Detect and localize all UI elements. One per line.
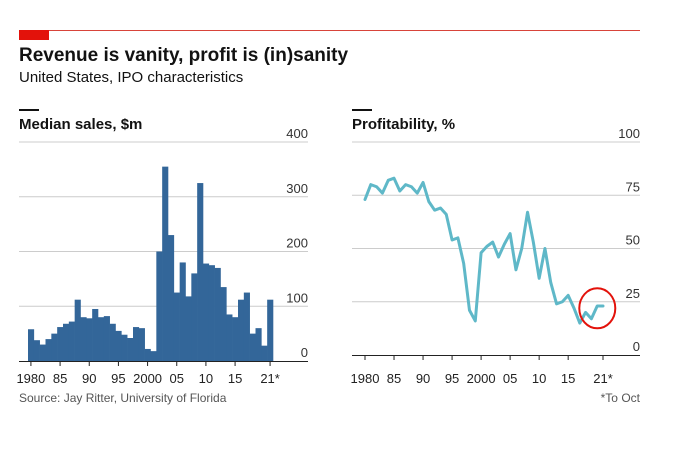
bar xyxy=(185,296,192,361)
y-tick-label: 25 xyxy=(626,286,640,301)
x-tick-label: 1980 xyxy=(351,371,380,386)
bar xyxy=(197,183,204,361)
y-tick-label: 50 xyxy=(626,233,640,248)
bar xyxy=(133,327,140,361)
y-tick-label: 75 xyxy=(626,179,640,194)
bar xyxy=(51,333,58,362)
bar xyxy=(156,251,163,361)
bar xyxy=(255,328,262,361)
panel-title-profitability: Profitability, % xyxy=(352,116,456,133)
x-tick-label: 05 xyxy=(503,371,517,386)
bar xyxy=(243,292,250,361)
bar xyxy=(92,308,99,361)
profitability-line xyxy=(363,176,605,325)
x-tick-label: 10 xyxy=(532,371,546,386)
bar xyxy=(232,317,239,361)
x-tick-label: 2000 xyxy=(467,371,496,386)
bar xyxy=(98,317,105,361)
x-tick-label: 15 xyxy=(561,371,575,386)
y-tick-label: 100 xyxy=(618,126,640,141)
bar xyxy=(203,263,210,361)
bar xyxy=(115,330,122,361)
bar xyxy=(168,235,175,361)
bar xyxy=(138,328,145,361)
bar xyxy=(191,273,198,361)
bar xyxy=(249,333,256,362)
top-rule xyxy=(19,30,640,31)
bar xyxy=(74,299,81,361)
y-tick-label: 0 xyxy=(633,339,640,354)
bar xyxy=(267,299,274,361)
bar xyxy=(103,316,110,361)
bar xyxy=(28,329,35,361)
x-tick-label: 95 xyxy=(111,371,125,386)
bar xyxy=(220,287,227,361)
bar xyxy=(39,344,46,361)
bar xyxy=(144,348,151,361)
bar xyxy=(109,323,116,361)
chart-title: Revenue is vanity, profit is (in)sanity xyxy=(19,45,349,66)
y-tick-label: 400 xyxy=(286,126,308,141)
bar xyxy=(179,262,186,361)
footnote: *To Oct xyxy=(600,391,640,405)
y-tick-label: 200 xyxy=(286,236,308,251)
bar xyxy=(57,327,64,361)
bar xyxy=(63,323,70,361)
x-tick-label: 90 xyxy=(416,371,430,386)
x-tick-label: 21* xyxy=(593,371,613,386)
panel-dash-right xyxy=(352,109,372,111)
y-tick-label: 100 xyxy=(286,290,308,305)
y-tick-label: 0 xyxy=(301,345,308,360)
bar xyxy=(121,334,128,361)
y-tick-label: 300 xyxy=(286,181,308,196)
x-tick-label: 21* xyxy=(260,371,280,386)
panel-title-sales: Median sales, $m xyxy=(19,116,143,133)
bar xyxy=(127,338,134,361)
bar xyxy=(226,314,233,361)
bar xyxy=(33,340,40,361)
bar xyxy=(208,265,215,361)
panel-dash-left xyxy=(19,109,39,111)
source-note: Source: Jay Ritter, University of Florid… xyxy=(19,391,227,405)
highlight-circle xyxy=(578,287,617,330)
bar xyxy=(162,166,169,361)
bar xyxy=(261,345,268,361)
x-tick-label: 95 xyxy=(445,371,459,386)
bar xyxy=(45,339,52,361)
chart-subtitle: United States, IPO characteristics xyxy=(19,69,244,86)
x-tick-label: 10 xyxy=(199,371,213,386)
bar xyxy=(68,321,75,361)
x-tick-label: 2000 xyxy=(133,371,162,386)
bar xyxy=(238,299,245,361)
bar xyxy=(150,351,157,361)
bar xyxy=(80,317,87,361)
bar xyxy=(86,318,93,361)
x-tick-label: 15 xyxy=(228,371,242,386)
x-tick-label: 90 xyxy=(82,371,96,386)
x-tick-label: 85 xyxy=(387,371,401,386)
x-tick-label: 85 xyxy=(53,371,67,386)
bar xyxy=(173,292,180,361)
x-tick-label: 1980 xyxy=(16,371,45,386)
bar xyxy=(214,267,221,361)
brand-tab xyxy=(19,30,49,40)
x-tick-label: 05 xyxy=(170,371,184,386)
